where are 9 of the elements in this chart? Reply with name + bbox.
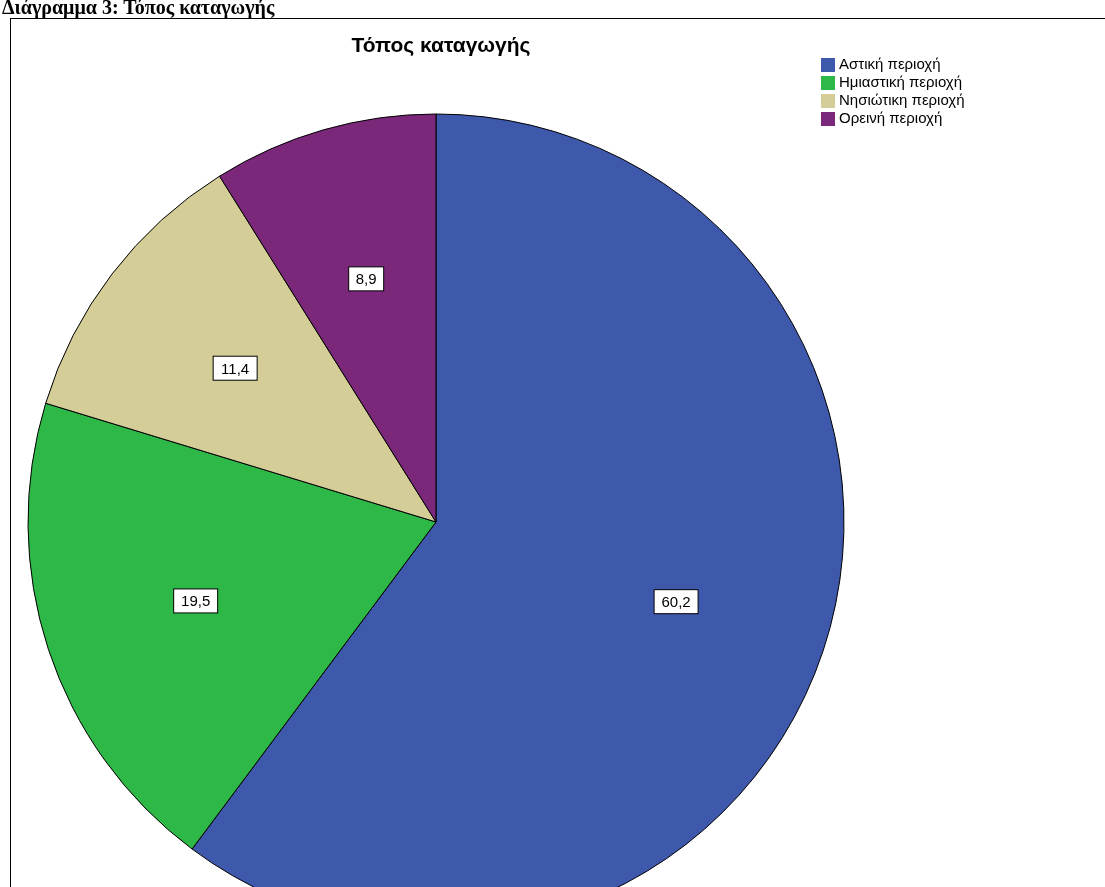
legend-label: Ημιαστική περιοχή (839, 73, 963, 90)
data-label: 19,5 (181, 592, 211, 610)
data-label: 8,9 (355, 270, 377, 288)
legend-label: Ορεινή περιοχή (839, 109, 943, 126)
legend-label: Αστική περιοχή (839, 55, 941, 72)
data-label: 11,4 (221, 359, 250, 377)
data-label: 60,2 (661, 593, 691, 611)
chart-title: Τόπος καταγωγής (350, 33, 532, 57)
legend-label: Νησιώτικη περιοχή (839, 91, 965, 108)
